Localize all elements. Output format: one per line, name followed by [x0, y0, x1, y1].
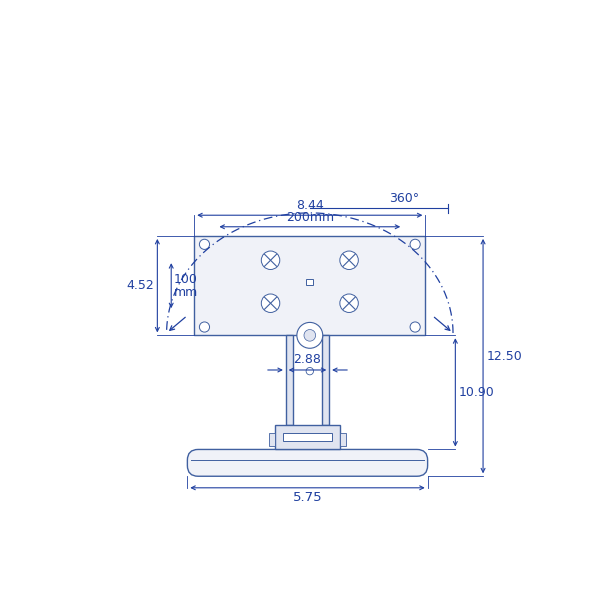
Bar [194, 236, 425, 335]
Circle shape [305, 324, 314, 332]
Circle shape [297, 322, 323, 348]
Bar [269, 433, 275, 446]
Circle shape [410, 322, 420, 332]
Circle shape [340, 251, 358, 269]
Circle shape [261, 294, 280, 313]
Text: 2.88: 2.88 [293, 353, 322, 366]
Circle shape [306, 367, 314, 375]
Text: 5.75: 5.75 [293, 491, 322, 505]
Text: 100
mm: 100 mm [173, 272, 198, 299]
Circle shape [199, 239, 209, 250]
Bar [322, 335, 329, 425]
Bar [307, 278, 313, 286]
Bar [275, 425, 340, 449]
Bar [286, 335, 293, 425]
Text: 200mm: 200mm [286, 211, 334, 224]
Circle shape [304, 329, 316, 341]
Text: 8.44: 8.44 [296, 199, 323, 212]
Circle shape [261, 251, 280, 269]
Text: 10.90: 10.90 [459, 386, 495, 399]
Text: 12.50: 12.50 [487, 350, 523, 362]
Text: 4.52: 4.52 [127, 279, 154, 292]
FancyBboxPatch shape [187, 449, 428, 476]
Bar [283, 433, 332, 441]
Circle shape [410, 239, 420, 250]
Text: 360°: 360° [389, 191, 419, 205]
Circle shape [340, 294, 358, 313]
Bar [340, 433, 346, 446]
Circle shape [199, 322, 209, 332]
